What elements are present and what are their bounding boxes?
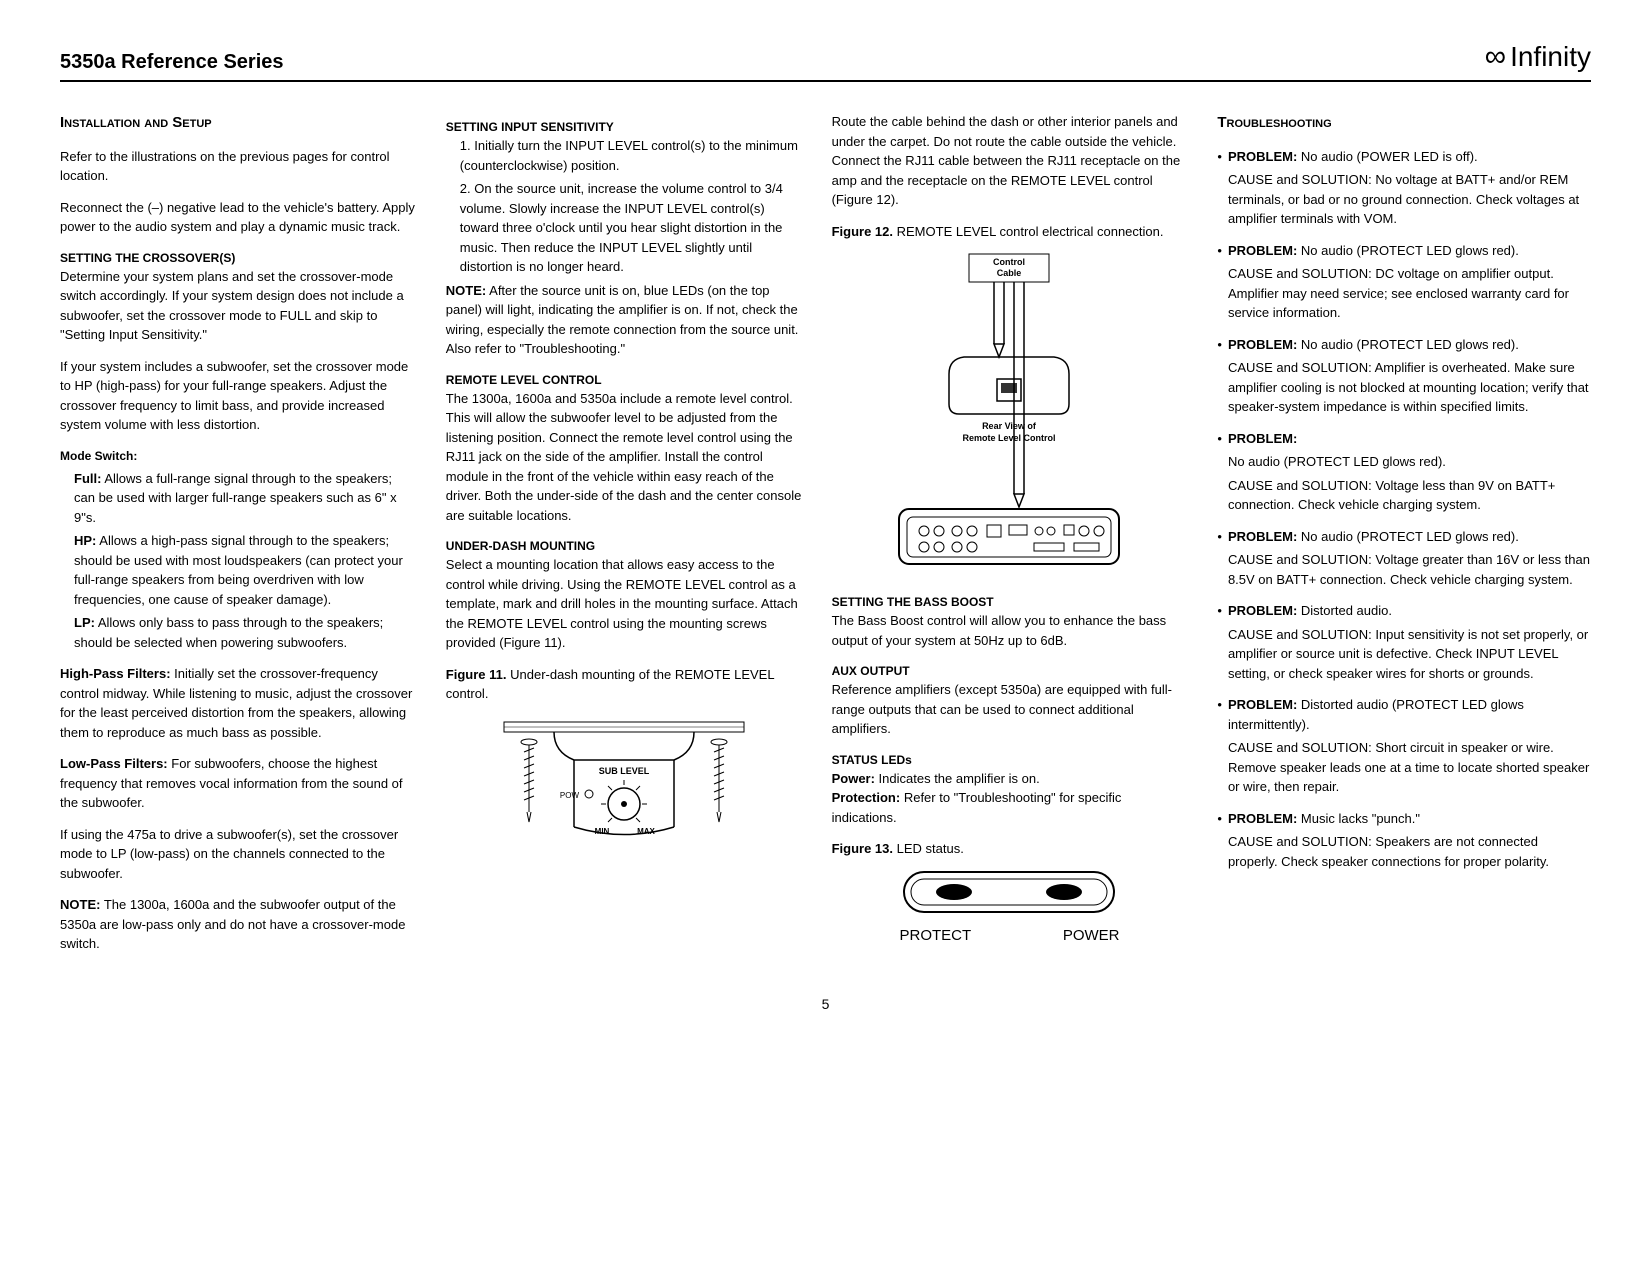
- para: Select a mounting location that allows e…: [446, 555, 802, 653]
- para: Determine your system plans and set the …: [60, 267, 416, 345]
- trouble-item: •PROBLEM: Distorted audio.CAUSE and SOLU…: [1217, 601, 1591, 683]
- trouble-body: PROBLEM: Distorted audio.CAUSE and SOLUT…: [1228, 601, 1591, 683]
- subhead-underdash: UNDER-DASH MOUNTING: [446, 537, 802, 555]
- installation-heading: Installation and Setup: [60, 112, 416, 135]
- fig13-caption: Figure 13. LED status.: [832, 839, 1188, 859]
- figure-11: SUB LEVEL POW MIN MAX: [446, 712, 802, 862]
- list-item: 1. Initially turn the INPUT LEVEL contro…: [460, 136, 802, 175]
- subhead-remote-level: REMOTE LEVEL CONTROL: [446, 371, 802, 389]
- para: Route the cable behind the dash or other…: [832, 112, 1188, 210]
- column-2: SETTING INPUT SENSITIVITY 1. Initially t…: [446, 112, 802, 966]
- bullet-icon: •: [1217, 335, 1222, 417]
- svg-text:MIN: MIN: [594, 827, 609, 836]
- trouble-item: •PROBLEM: Music lacks "punch."CAUSE and …: [1217, 809, 1591, 872]
- para: Reconnect the (–) negative lead to the v…: [60, 198, 416, 237]
- para: If your system includes a subwoofer, set…: [60, 357, 416, 435]
- header-title: 5350a Reference Series: [60, 51, 284, 74]
- column-3: Route the cable behind the dash or other…: [832, 112, 1188, 966]
- note: NOTE: The 1300a, 1600a and the subwoofer…: [60, 895, 416, 954]
- trouble-item: •PROBLEM:No audio (PROTECT LED glows red…: [1217, 429, 1591, 515]
- brand-name: Infinity: [1510, 41, 1591, 73]
- svg-text:POW: POW: [560, 791, 580, 800]
- subhead-status-leds: STATUS LEDs: [832, 751, 1188, 769]
- page-header: 5350a Reference Series ∞ Infinity: [60, 40, 1591, 82]
- trouble-body: PROBLEM: No audio (PROTECT LED glows red…: [1228, 335, 1591, 417]
- trouble-item: •PROBLEM: No audio (PROTECT LED glows re…: [1217, 241, 1591, 323]
- bullet-icon: •: [1217, 695, 1222, 797]
- subhead-crossover: SETTING THE CROSSOVER(S): [60, 249, 416, 267]
- mode-switch-label: Mode Switch:: [60, 447, 416, 465]
- figure-13: PROTECT POWER: [832, 867, 1188, 948]
- bullet-icon: •: [1217, 601, 1222, 683]
- para: The 1300a, 1600a and 5350a include a rem…: [446, 389, 802, 526]
- protection-line: Protection: Refer to "Troubleshooting" f…: [832, 788, 1188, 827]
- led-status-diagram: [899, 867, 1119, 917]
- mode-hp: HP: Allows a high-pass signal through to…: [74, 531, 416, 609]
- svg-text:Rear View of: Rear View of: [983, 421, 1038, 431]
- trouble-body: PROBLEM: No audio (PROTECT LED glows red…: [1228, 527, 1591, 590]
- para: The Bass Boost control will allow you to…: [832, 611, 1188, 650]
- mode-full: Full: Allows a full-range signal through…: [74, 469, 416, 528]
- trouble-item: •PROBLEM: Distorted audio (PROTECT LED g…: [1217, 695, 1591, 797]
- subhead-input-sens: SETTING INPUT SENSITIVITY: [446, 118, 802, 136]
- brand-logo: ∞ Infinity: [1485, 40, 1591, 74]
- trouble-item: •PROBLEM: No audio (PROTECT LED glows re…: [1217, 527, 1591, 590]
- para: Refer to the illustrations on the previo…: [60, 147, 416, 186]
- para: Reference amplifiers (except 5350a) are …: [832, 680, 1188, 739]
- svg-text:Control: Control: [993, 257, 1025, 267]
- page-number: 5: [60, 996, 1591, 1012]
- trouble-body: PROBLEM: No audio (POWER LED is off).CAU…: [1228, 147, 1591, 229]
- svg-text:MAX: MAX: [637, 827, 655, 836]
- underdash-diagram: SUB LEVEL POW MIN MAX: [494, 712, 754, 862]
- fig12-caption: Figure 12. REMOTE LEVEL control electric…: [832, 222, 1188, 242]
- list-item: 2. On the source unit, increase the volu…: [460, 179, 802, 277]
- trouble-body: PROBLEM: Distorted audio (PROTECT LED gl…: [1228, 695, 1591, 797]
- trouble-body: PROBLEM: Music lacks "punch."CAUSE and S…: [1228, 809, 1591, 872]
- fig11-caption: Figure 11. Under-dash mounting of the RE…: [446, 665, 802, 704]
- mode-lp: LP: Allows only bass to pass through to …: [74, 613, 416, 652]
- troubleshooting-heading: Troubleshooting: [1217, 112, 1591, 135]
- content-columns: Installation and Setup Refer to the illu…: [60, 112, 1591, 966]
- para: If using the 475a to drive a subwoofer(s…: [60, 825, 416, 884]
- led-power-label: POWER: [1063, 925, 1120, 948]
- troubleshooting-list: •PROBLEM: No audio (POWER LED is off).CA…: [1217, 147, 1591, 872]
- svg-text:Cable: Cable: [997, 268, 1022, 278]
- remote-level-diagram: Control Cable Rear View of Remote Level …: [879, 249, 1139, 579]
- note: NOTE: After the source unit is on, blue …: [446, 281, 802, 359]
- trouble-item: •PROBLEM: No audio (POWER LED is off).CA…: [1217, 147, 1591, 229]
- led-protect-label: PROTECT: [899, 925, 971, 948]
- bullet-icon: •: [1217, 527, 1222, 590]
- trouble-body: PROBLEM:No audio (PROTECT LED glows red)…: [1228, 429, 1591, 515]
- trouble-item: •PROBLEM: No audio (PROTECT LED glows re…: [1217, 335, 1591, 417]
- bullet-icon: •: [1217, 147, 1222, 229]
- subhead-aux: AUX OUTPUT: [832, 662, 1188, 680]
- led-labels: PROTECT POWER: [899, 925, 1119, 948]
- power-line: Power: Indicates the amplifier is on.: [832, 769, 1188, 789]
- column-1: Installation and Setup Refer to the illu…: [60, 112, 416, 966]
- lp-filters: Low-Pass Filters: For subwoofers, choose…: [60, 754, 416, 813]
- bullet-icon: •: [1217, 241, 1222, 323]
- infinity-icon: ∞: [1485, 40, 1506, 74]
- bullet-icon: •: [1217, 429, 1222, 515]
- trouble-body: PROBLEM: No audio (PROTECT LED glows red…: [1228, 241, 1591, 323]
- svg-text:SUB LEVEL: SUB LEVEL: [598, 766, 649, 776]
- svg-text:Remote Level Control: Remote Level Control: [963, 433, 1056, 443]
- hp-filters: High-Pass Filters: Initially set the cro…: [60, 664, 416, 742]
- bullet-icon: •: [1217, 809, 1222, 872]
- column-4: Troubleshooting •PROBLEM: No audio (POWE…: [1217, 112, 1591, 966]
- subhead-bass-boost: SETTING THE BASS BOOST: [832, 593, 1188, 611]
- figure-12: Control Cable Rear View of Remote Level …: [832, 249, 1188, 579]
